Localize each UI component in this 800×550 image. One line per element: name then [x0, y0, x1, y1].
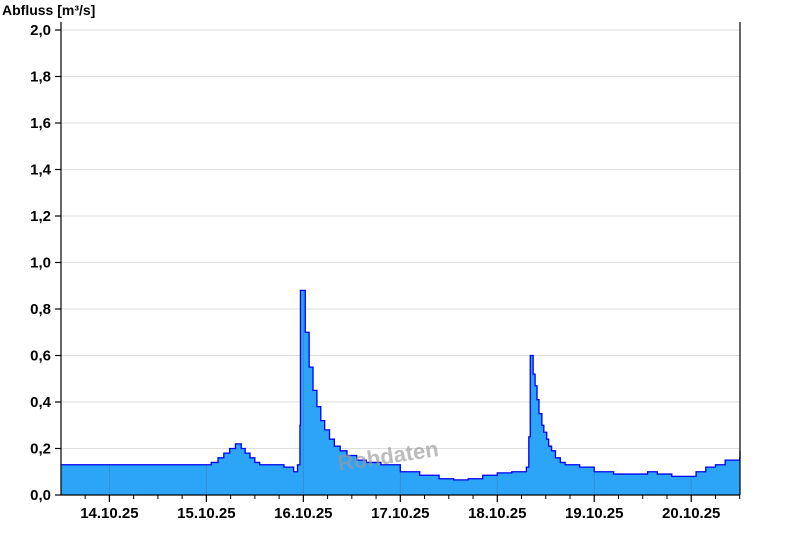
- svg-text:2,0: 2,0: [30, 22, 51, 39]
- svg-text:1,0: 1,0: [30, 255, 51, 272]
- svg-text:16.10.25: 16.10.25: [274, 505, 332, 522]
- svg-text:19.10.25: 19.10.25: [565, 505, 623, 522]
- svg-text:1,4: 1,4: [30, 162, 52, 179]
- svg-text:14.10.25: 14.10.25: [80, 505, 138, 522]
- svg-text:0,8: 0,8: [30, 301, 51, 318]
- svg-text:0,4: 0,4: [30, 394, 52, 411]
- svg-text:0,0: 0,0: [30, 487, 51, 504]
- svg-text:1,6: 1,6: [30, 115, 51, 132]
- svg-text:20.10.25: 20.10.25: [662, 505, 720, 522]
- svg-text:1,8: 1,8: [30, 69, 51, 86]
- svg-text:1,2: 1,2: [30, 208, 51, 225]
- svg-text:0,6: 0,6: [30, 348, 51, 365]
- svg-text:0,2: 0,2: [30, 441, 51, 458]
- svg-text:18.10.25: 18.10.25: [468, 505, 526, 522]
- svg-text:17.10.25: 17.10.25: [371, 505, 429, 522]
- svg-text:15.10.25: 15.10.25: [177, 505, 235, 522]
